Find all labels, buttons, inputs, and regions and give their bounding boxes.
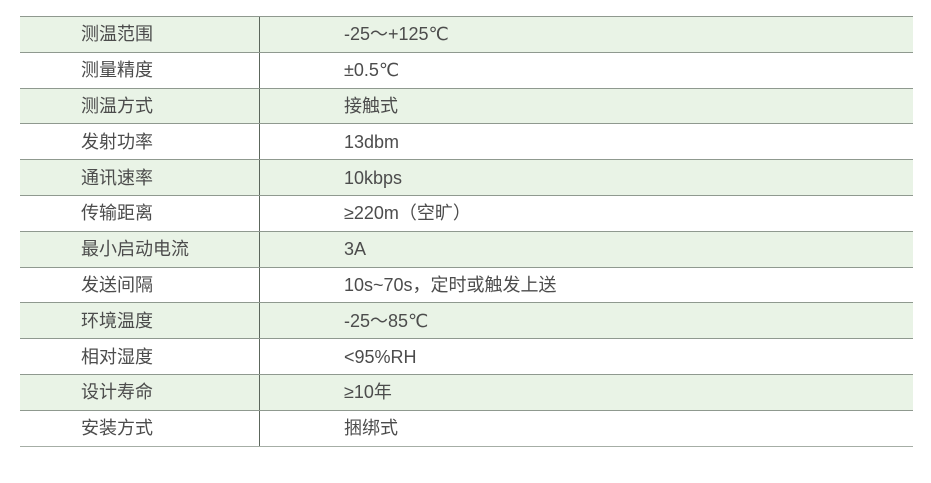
spec-label: 传输距离 <box>20 195 260 231</box>
spec-table: 测温范围 -25～+125℃ 测量精度 ±0.5℃ 测温方式 接触式 发射功率 … <box>20 16 913 447</box>
spec-label: 相对湿度 <box>20 339 260 374</box>
spec-value: 13dbm <box>344 131 400 152</box>
spec-value: ≥220m（空旷） <box>344 203 471 224</box>
table-row: 设计寿命 ≥10年 <box>20 374 913 411</box>
spec-value: -25～85℃ <box>344 310 429 331</box>
table-row: 最小启动电流 3A <box>20 231 913 268</box>
table-row: 环境温度 -25～85℃ <box>20 303 913 340</box>
table-row: 安装方式 捆绑式 <box>20 410 913 447</box>
table-row: 通讯速率 10kbps <box>20 160 913 196</box>
spec-label: 通讯速率 <box>20 160 260 195</box>
spec-value: -25～+125℃ <box>344 24 449 45</box>
table-row: 相对湿度 <95%RH <box>20 339 913 375</box>
spec-value: 3A <box>344 239 367 260</box>
spec-label: 环境温度 <box>20 303 260 339</box>
spec-label: 发射功率 <box>20 124 260 160</box>
spec-value: ≥10年 <box>344 382 392 403</box>
spec-value: 10s~70s，定时或触发上送 <box>344 274 557 295</box>
spec-value: 10kbps <box>344 167 403 188</box>
spec-label: 设计寿命 <box>20 374 260 410</box>
spec-label: 测温范围 <box>20 17 260 52</box>
spec-label: 发送间隔 <box>20 267 260 303</box>
table-row: 发射功率 13dbm <box>20 124 913 161</box>
table-row: 传输距离 ≥220m（空旷） <box>20 195 913 232</box>
table-row: 发送间隔 10s~70s，定时或触发上送 <box>20 267 913 304</box>
spec-value: <95%RH <box>344 346 417 367</box>
spec-value: ±0.5℃ <box>344 60 400 81</box>
table-row: 测温方式 接触式 <box>20 88 913 125</box>
table-row: 测温范围 -25～+125℃ <box>20 17 913 53</box>
spec-value: 接触式 <box>344 95 398 116</box>
table-row: 测量精度 ±0.5℃ <box>20 52 913 89</box>
spec-label: 测温方式 <box>20 88 260 124</box>
spec-value: 捆绑式 <box>344 418 398 439</box>
spec-label: 最小启动电流 <box>20 231 260 267</box>
spec-label: 测量精度 <box>20 52 260 88</box>
spec-label: 安装方式 <box>20 410 260 446</box>
